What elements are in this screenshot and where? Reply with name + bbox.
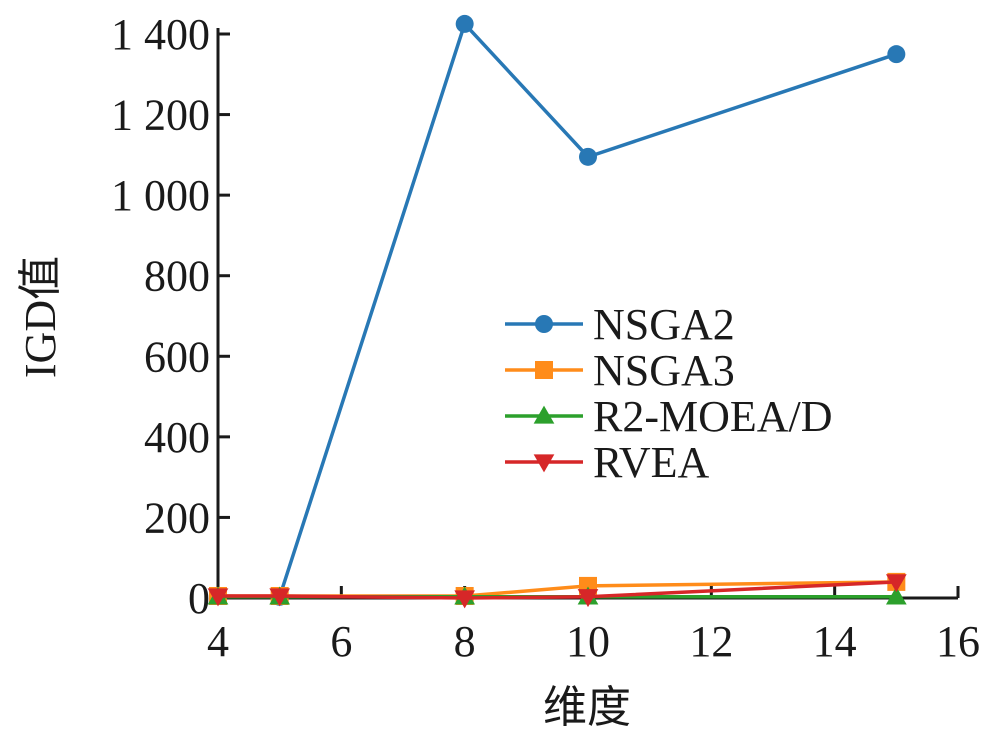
series-layer [207, 14, 907, 609]
y-tick-label: 0 [188, 574, 210, 623]
legend-marker [533, 454, 555, 473]
y-axis-label: IGD值 [16, 256, 65, 378]
y-tick-label: 800 [144, 252, 210, 301]
x-tick-label: 8 [454, 617, 476, 666]
x-tick-label: 16 [936, 617, 980, 666]
legend-label: NSGA3 [593, 346, 735, 395]
legend-marker [535, 315, 553, 333]
legend-marker [535, 361, 553, 379]
x-axis-label: 维度 [543, 683, 631, 732]
data-point [579, 147, 597, 166]
legend-label: NSGA2 [593, 300, 735, 349]
series-nsga3 [209, 572, 906, 605]
x-tick-label: 6 [330, 617, 352, 666]
series-nsga2 [209, 14, 906, 606]
series-line [218, 580, 897, 598]
legend-item: R2-MOEA/D [505, 392, 833, 441]
data-point [885, 586, 907, 605]
legend-item: NSGA2 [505, 300, 735, 349]
data-point [455, 14, 474, 33]
data-point [577, 589, 599, 608]
series-rvea [207, 574, 907, 609]
data-point [207, 588, 229, 607]
x-tick-label: 4 [207, 617, 229, 666]
legend-label: RVEA [593, 438, 709, 487]
x-tick-label: 10 [566, 617, 610, 666]
series-line [217, 20, 897, 599]
data-point [269, 588, 291, 607]
data-point [885, 574, 907, 593]
y-tick-label: 400 [144, 413, 210, 462]
y-tick-label: 200 [144, 493, 210, 542]
x-tick-label: 14 [813, 617, 857, 666]
legend-marker [533, 405, 555, 424]
x-tick-label: 12 [689, 617, 733, 666]
data-point [454, 590, 476, 609]
data-point [887, 45, 906, 64]
chart-axes: 4 6 8 10 12 14 16 0 200 400 600 800 1 000 1 200 1 400 [111, 10, 980, 666]
y-tick-label: 1 000 [111, 171, 210, 220]
y-tick-label: 1 200 [111, 91, 210, 140]
legend-item: RVEA [505, 438, 709, 487]
y-tick-label: 600 [144, 332, 210, 381]
legend-item: NSGA3 [505, 346, 735, 395]
y-tick-label: 1 400 [111, 10, 210, 59]
legend-label: R2-MOEA/D [593, 392, 833, 441]
